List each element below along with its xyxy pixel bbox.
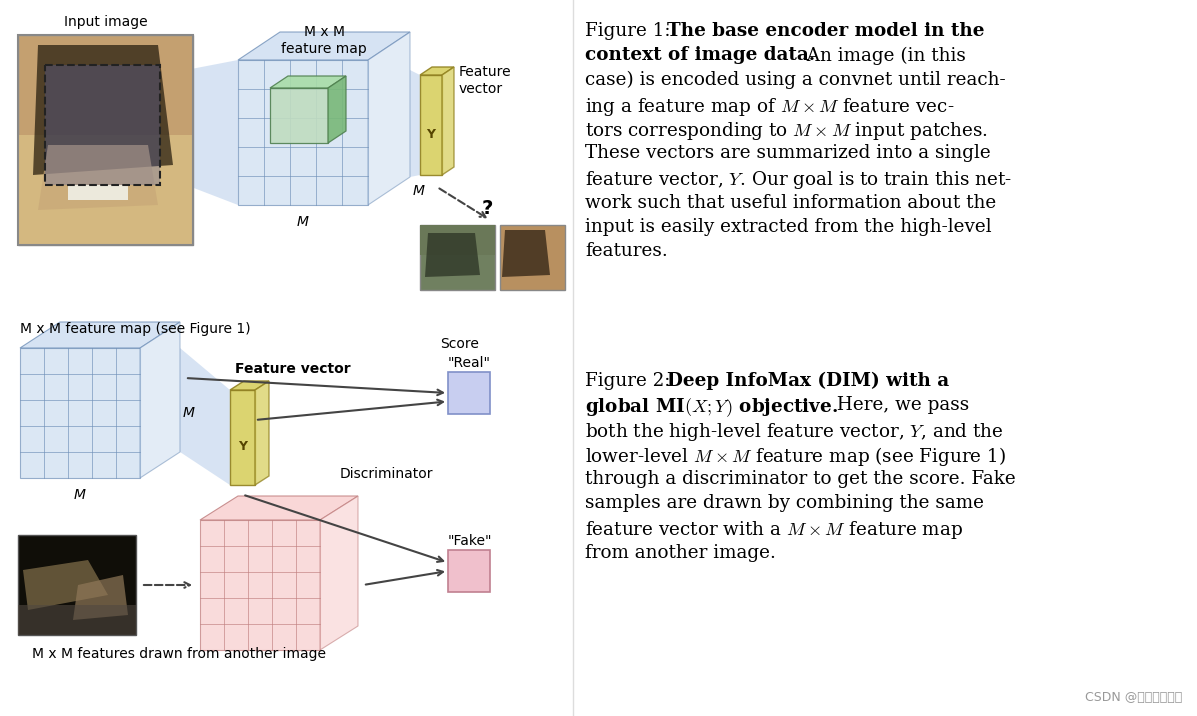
Text: ?: ?: [481, 199, 493, 218]
Polygon shape: [442, 67, 454, 175]
Polygon shape: [502, 230, 549, 277]
Text: M x M
feature map: M x M feature map: [281, 24, 366, 56]
Text: Y: Y: [426, 128, 436, 142]
Text: lower-level $M \times M$ feature map (see Figure 1): lower-level $M \times M$ feature map (se…: [585, 445, 1005, 468]
Text: M x M features drawn from another image: M x M features drawn from another image: [32, 647, 326, 661]
Polygon shape: [180, 348, 230, 485]
Polygon shape: [45, 65, 160, 185]
Polygon shape: [73, 575, 128, 620]
Polygon shape: [20, 348, 140, 478]
Polygon shape: [367, 32, 411, 205]
Polygon shape: [271, 76, 346, 88]
Text: The base encoder model in the: The base encoder model in the: [667, 22, 984, 40]
Text: Score: Score: [440, 337, 479, 351]
FancyBboxPatch shape: [18, 535, 136, 635]
Text: "Fake": "Fake": [448, 534, 492, 548]
Polygon shape: [23, 560, 108, 610]
Text: from another image.: from another image.: [585, 543, 776, 561]
Text: both the high-level feature vector, $Y$, and the: both the high-level feature vector, $Y$,…: [585, 421, 1003, 443]
Polygon shape: [20, 322, 180, 348]
Polygon shape: [38, 145, 158, 210]
FancyBboxPatch shape: [500, 225, 565, 290]
Text: context of image data.: context of image data.: [585, 47, 815, 64]
Text: input is easily extracted from the high-level: input is easily extracted from the high-…: [585, 218, 991, 236]
Polygon shape: [328, 76, 346, 143]
Polygon shape: [320, 496, 358, 650]
Text: Figure 2:: Figure 2:: [585, 372, 670, 390]
Polygon shape: [34, 45, 174, 175]
Text: $M$: $M$: [182, 406, 195, 420]
Text: "Real": "Real": [448, 356, 491, 370]
Polygon shape: [18, 35, 193, 245]
Text: Discriminator: Discriminator: [340, 467, 433, 481]
Polygon shape: [420, 67, 454, 75]
Polygon shape: [160, 60, 238, 205]
Polygon shape: [420, 225, 496, 255]
Text: Figure 1:: Figure 1:: [585, 22, 670, 40]
FancyBboxPatch shape: [448, 550, 490, 592]
Polygon shape: [238, 60, 367, 205]
Text: feature vector with a $M \times M$ feature map: feature vector with a $M \times M$ featu…: [585, 519, 964, 541]
Polygon shape: [200, 520, 320, 650]
Polygon shape: [425, 233, 480, 277]
Text: These vectors are summarized into a single: These vectors are summarized into a sing…: [585, 145, 991, 163]
Text: Input image: Input image: [63, 15, 147, 29]
FancyBboxPatch shape: [448, 372, 490, 414]
Text: $M$: $M$: [412, 184, 426, 198]
Text: through a discriminator to get the score. Fake: through a discriminator to get the score…: [585, 470, 1016, 488]
Text: CSDN @图学习的小张: CSDN @图学习的小张: [1084, 691, 1181, 704]
FancyBboxPatch shape: [420, 225, 496, 290]
Polygon shape: [18, 605, 136, 635]
Text: Deep InfoMax (DIM) with a: Deep InfoMax (DIM) with a: [667, 372, 949, 390]
Text: An image (in this: An image (in this: [795, 47, 966, 64]
Polygon shape: [411, 70, 420, 177]
Polygon shape: [230, 381, 269, 390]
Text: features.: features.: [585, 243, 668, 261]
Text: Here, we pass: Here, we pass: [825, 397, 970, 415]
Text: feature vector, $Y$. Our goal is to train this net-: feature vector, $Y$. Our goal is to trai…: [585, 169, 1013, 191]
Text: Y: Y: [238, 440, 247, 453]
Polygon shape: [238, 32, 411, 60]
Text: global MI$(X;Y)$ objective.: global MI$(X;Y)$ objective.: [585, 397, 838, 420]
Text: $M$: $M$: [296, 215, 310, 229]
Polygon shape: [230, 390, 255, 485]
Text: M x M feature map (see Figure 1): M x M feature map (see Figure 1): [20, 322, 250, 336]
Polygon shape: [68, 185, 128, 200]
Text: tors corresponding to $M \times M$ input patches.: tors corresponding to $M \times M$ input…: [585, 120, 988, 142]
Polygon shape: [255, 381, 269, 485]
Polygon shape: [140, 322, 180, 478]
Text: Feature
vector: Feature vector: [458, 65, 511, 96]
Text: $M$: $M$: [73, 488, 87, 502]
Polygon shape: [200, 496, 358, 520]
Text: work such that useful information about the: work such that useful information about …: [585, 193, 996, 211]
Polygon shape: [271, 88, 328, 143]
Text: case) is encoded using a convnet until reach-: case) is encoded using a convnet until r…: [585, 71, 1005, 90]
Text: ing a feature map of $M \times M$ feature vec-: ing a feature map of $M \times M$ featur…: [585, 95, 954, 117]
Text: samples are drawn by combining the same: samples are drawn by combining the same: [585, 495, 984, 513]
Polygon shape: [420, 75, 442, 175]
Text: Feature vector: Feature vector: [235, 362, 351, 376]
Polygon shape: [18, 135, 193, 245]
